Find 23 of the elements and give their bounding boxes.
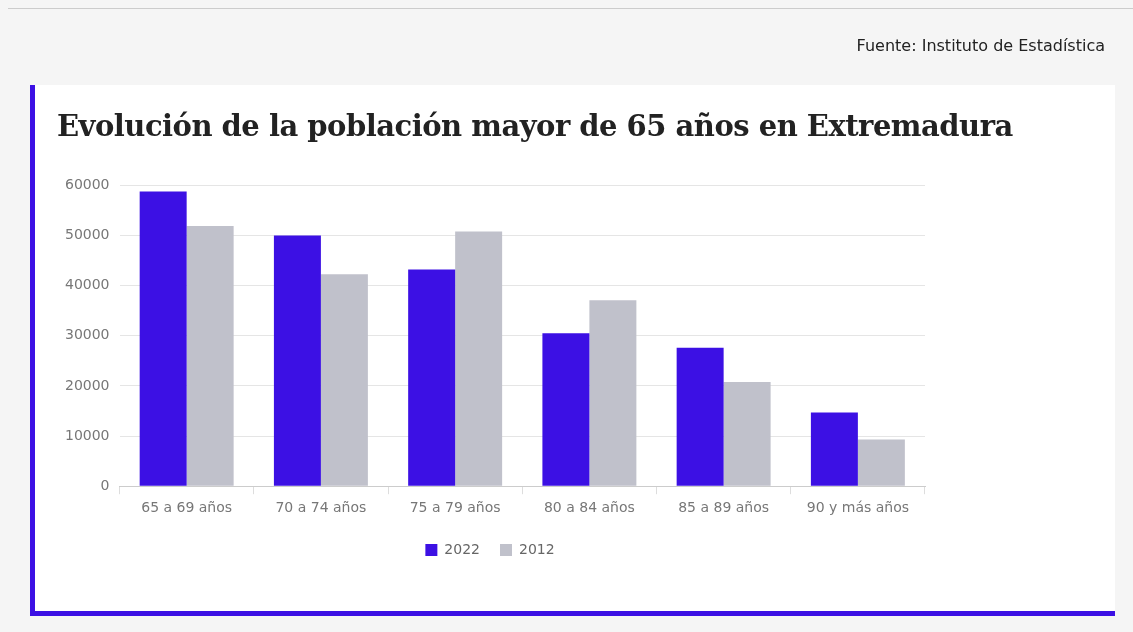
y-tick-label: 0	[100, 476, 110, 493]
y-tick-label: 60000	[64, 176, 110, 193]
bar	[408, 269, 456, 486]
y-tick-label: 50000	[64, 226, 110, 243]
y-tick-label: 40000	[64, 276, 110, 293]
source-note: Fuente: Instituto de Estadística	[856, 36, 1105, 55]
legend-label: 2012	[519, 540, 555, 557]
x-tick-label: 90 y más años	[806, 499, 910, 516]
x-tick-label: 65 a 69 años	[141, 499, 233, 516]
bar	[542, 333, 590, 486]
x-tick-label: 70 a 74 años	[275, 499, 367, 516]
x-tick-label: 80 a 84 años	[543, 499, 635, 516]
bar	[273, 235, 321, 486]
y-tick-label: 20000	[64, 376, 110, 393]
chart-title: Evolución de la población mayor de 65 años en Extremadura	[57, 109, 1013, 143]
bar	[810, 412, 858, 486]
legend-label: 2022	[444, 540, 481, 557]
bar	[676, 347, 724, 486]
y-tick-label: 30000	[64, 326, 110, 343]
x-tick-label: 85 a 89 años	[678, 499, 770, 516]
bar	[139, 191, 187, 486]
y-tick-label: 10000	[64, 426, 110, 443]
x-tick-label: 75 a 79 años	[409, 499, 501, 516]
